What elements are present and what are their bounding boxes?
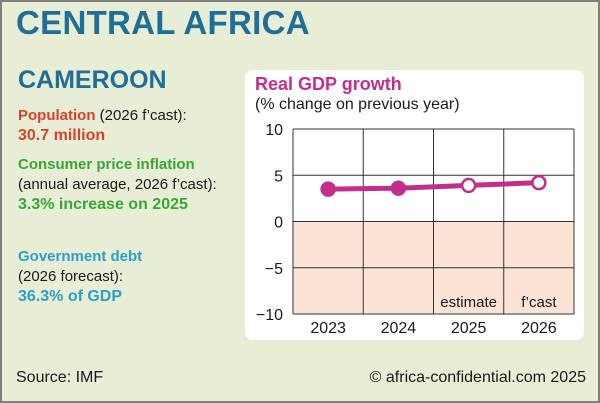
y-tick-label: 0 xyxy=(274,215,283,232)
category-note: estimate xyxy=(440,294,497,311)
y-tick-label: −10 xyxy=(256,307,283,324)
inflation-value: 3.3% increase on 2025 xyxy=(18,196,188,213)
gdp-growth-line xyxy=(328,180,539,192)
gdp-growth-point xyxy=(390,180,407,196)
x-tick-label: 2025 xyxy=(451,320,487,337)
population-value: 30.7 million xyxy=(18,127,106,144)
gdp-growth-point xyxy=(320,181,336,197)
x-tick-label: 2024 xyxy=(381,320,417,337)
population-label: Population xyxy=(18,107,96,124)
population-note: (2026 f’cast): xyxy=(99,107,187,124)
copyright-credit: © africa-confidential.com 2025 xyxy=(369,369,586,386)
x-tick-label: 2026 xyxy=(521,320,557,337)
debt-value: 36.3% of GDP xyxy=(18,288,123,305)
inflation-label: Consumer price inflation xyxy=(18,156,195,173)
chart-subtitle: (% change on previous year) xyxy=(255,96,460,113)
inflation-stat: Consumer price inflation (annual average… xyxy=(18,155,238,215)
debt-stat: Government debt (2026 forecast): 36.3% o… xyxy=(18,247,238,307)
page-title: CENTRAL AFRICA xyxy=(16,4,310,41)
chart-title: Real GDP growth xyxy=(255,74,402,94)
population-stat: Population (2026 f’cast): 30.7 million xyxy=(18,106,238,146)
gdp-growth-point xyxy=(460,177,477,194)
inflation-note: (annual average, 2026 f’cast): xyxy=(18,176,217,193)
debt-label: Government debt xyxy=(18,248,143,265)
source-note: Source: IMF xyxy=(16,369,104,386)
x-tick-label: 2023 xyxy=(310,320,346,337)
gdp-growth-point xyxy=(531,174,547,191)
y-tick-label: 5 xyxy=(274,168,283,185)
debt-note: (2026 forecast): xyxy=(18,268,124,285)
category-note: f’cast xyxy=(521,294,557,311)
y-tick-label: −5 xyxy=(265,261,283,278)
country-heading: CAMEROON xyxy=(18,66,167,94)
y-tick-label: 10 xyxy=(265,122,283,139)
